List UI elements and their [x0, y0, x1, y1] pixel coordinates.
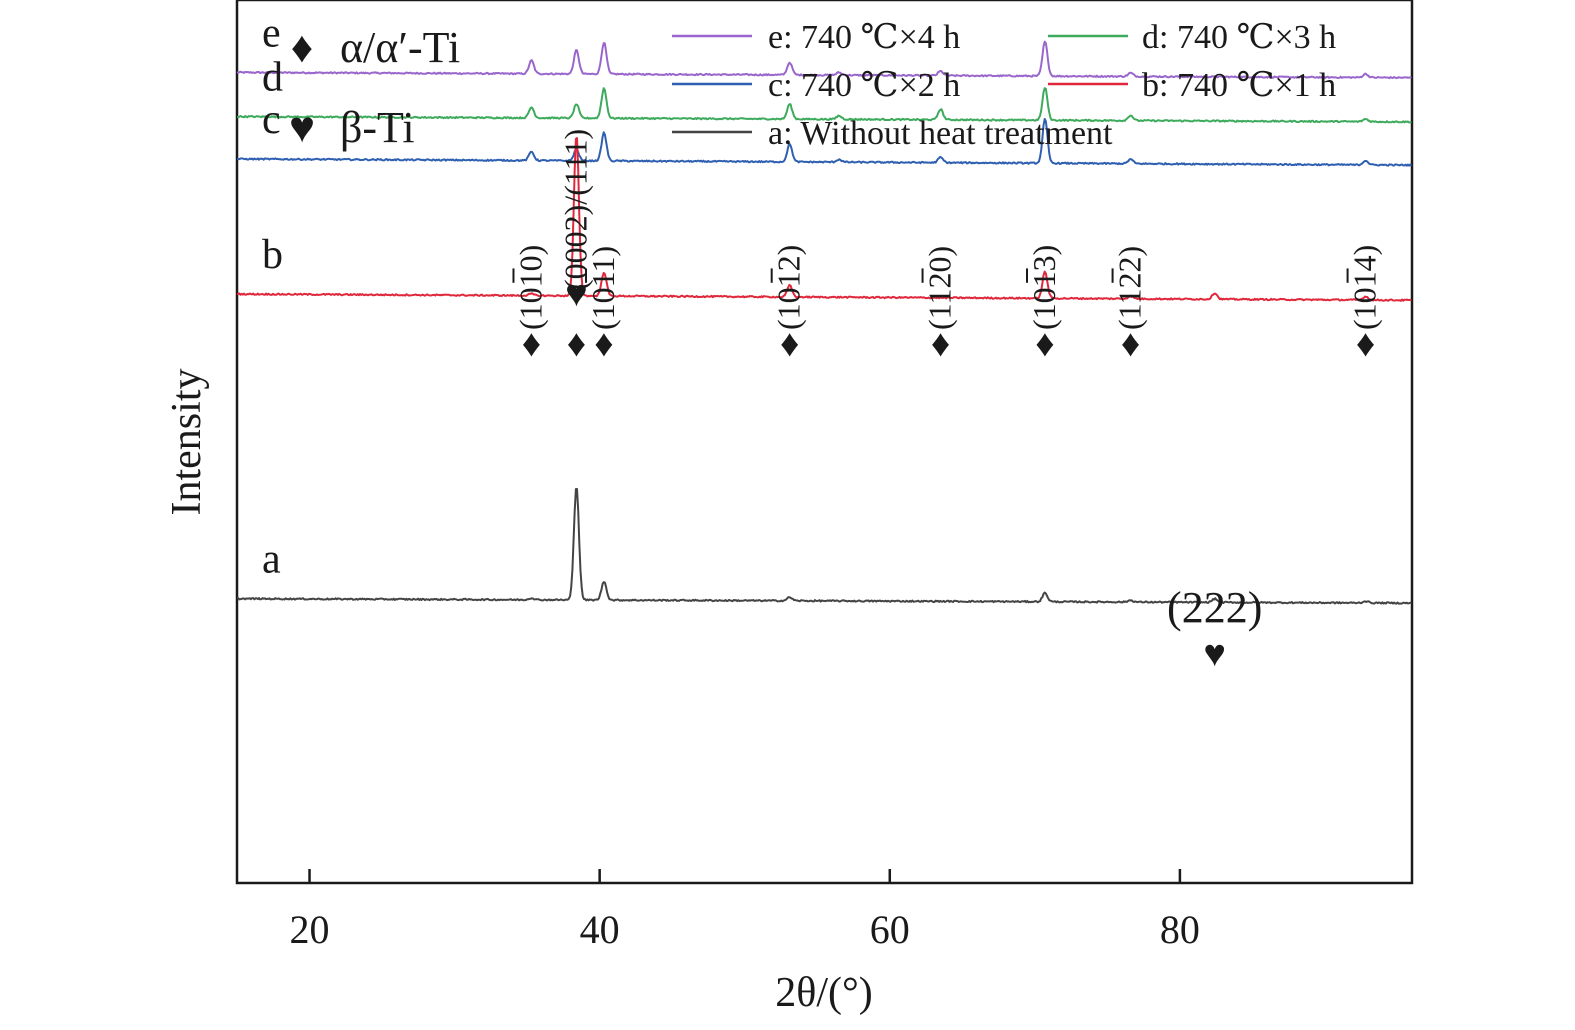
hkl-label-group: (1014) — [1346, 245, 1383, 330]
series-line-a — [236, 488, 1412, 605]
alpha-peak-marker: ♦ — [1121, 323, 1140, 365]
y-axis-title: Intensity — [164, 369, 210, 516]
hkl-label-group: (1013) — [1025, 245, 1062, 330]
hkl-label: (1122) — [1112, 246, 1148, 330]
series-line-d — [236, 87, 1412, 124]
phase-label: α/α′-Ti — [340, 23, 460, 72]
series-letter-a: a — [262, 537, 281, 583]
hkl-label: (1013) — [1026, 245, 1062, 330]
legend-label-c: c: 740 ℃×2 h — [768, 67, 960, 104]
beta-peak-marker: ♥ — [565, 273, 588, 315]
series-letter-b: b — [262, 232, 283, 278]
alpha-peak-marker: ♦ — [594, 323, 613, 365]
peak-annotations: ♦(1010)♦♥(0002)/(111)♦(1011)♦(1012)♦(112… — [512, 129, 1383, 675]
x-tick-label: 60 — [870, 907, 910, 952]
hkl-label-group: (0002)/(111) — [557, 129, 593, 290]
plot-frame — [235, 0, 1414, 885]
series-line-c — [236, 118, 1413, 167]
hkl-label: (1010) — [512, 245, 548, 330]
series-letter-e: e — [262, 10, 281, 56]
hkl-label-group: (1122) — [1111, 246, 1148, 330]
phase-label: β-Ti — [340, 103, 415, 152]
alpha-peak-marker: ♦ — [1356, 323, 1375, 365]
hkl-label: (1014) — [1347, 245, 1383, 330]
hkl-label-group: (1011) — [585, 246, 621, 330]
alpha-peak-marker: ♦ — [1035, 323, 1054, 365]
alpha-peak-marker: ♦ — [780, 323, 799, 365]
phase-symbol: ♥ — [289, 103, 315, 152]
legend: e: 740 ℃×4 h d: 740 ℃×3 h c: 740 ℃×2 h b: 7… — [672, 19, 1336, 152]
hkl-label: (1011) — [585, 246, 621, 330]
phase-legend: ♦ α/α′-Ti ♥ β-Ti — [289, 23, 460, 152]
legend-label-e: e: 740 ℃×4 h — [768, 19, 960, 56]
alpha-peak-marker: ♦ — [567, 323, 586, 365]
x-axis-ticks: 20 40 60 80 — [290, 869, 1200, 952]
x-tick-label: 80 — [1160, 907, 1200, 952]
legend-label-d: d: 740 ℃×3 h — [1142, 19, 1336, 56]
hkl-label: (222) — [1167, 583, 1262, 632]
series-letter-c: c — [262, 97, 281, 143]
series-group: edc b a — [236, 10, 1413, 605]
x-axis-title: 2θ/(°) — [775, 970, 873, 1016]
legend-label-a: a: Without heat treatment — [768, 115, 1113, 152]
x-tick-label: 40 — [580, 907, 620, 952]
hkl-label: (0002)/(111) — [557, 129, 593, 290]
series-line-e — [236, 40, 1412, 80]
legend-label-b: b: 740 ℃×1 h — [1142, 67, 1336, 104]
series-letter-d: d — [262, 55, 283, 101]
phase-symbol: ♦ — [291, 23, 313, 72]
hkl-label-group: (1010) — [512, 245, 548, 330]
x-tick-label: 20 — [290, 907, 330, 952]
hkl-label: (1012) — [771, 245, 807, 330]
alpha-peak-marker: ♦ — [522, 323, 541, 365]
hkl-label-group: (1120) — [921, 246, 958, 330]
alpha-peak-marker: ♦ — [931, 323, 950, 365]
beta-peak-marker: ♥ — [1203, 633, 1226, 675]
hkl-label: (1120) — [922, 246, 958, 330]
hkl-label-group: (1012) — [770, 245, 807, 330]
series-line-b — [236, 137, 1412, 302]
